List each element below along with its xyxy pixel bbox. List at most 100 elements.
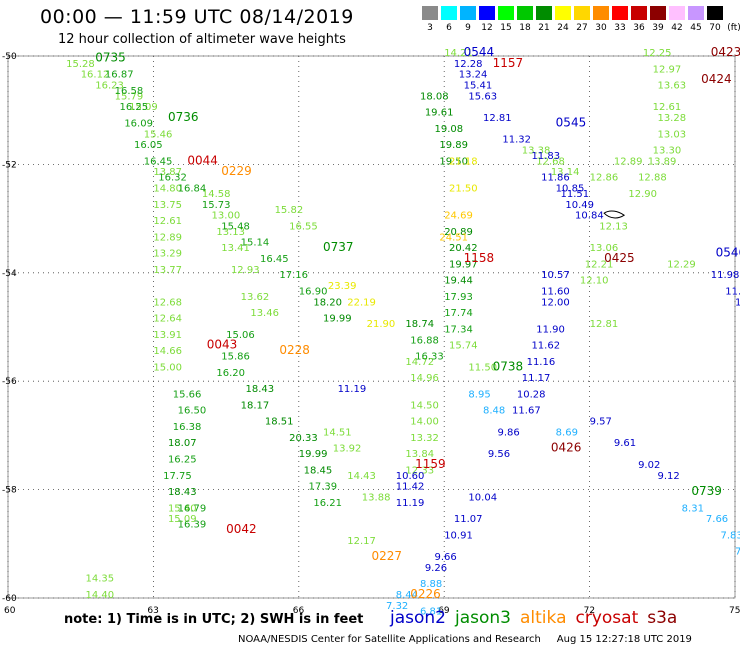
lat-tick-label: -60: [2, 594, 17, 604]
units-note: note: 1) Time is in UTC; 2) SWH is in fe…: [64, 612, 364, 627]
swh-value: 13.84: [405, 449, 434, 460]
swh-value: 13.06: [590, 243, 619, 254]
track-time-label: 0226: [410, 587, 441, 601]
track-time-label: 1157: [493, 56, 524, 70]
scale-swatch: [517, 6, 533, 20]
swh-value: 13.29: [153, 249, 182, 260]
swh-value: 12.21: [585, 259, 614, 270]
swh-value: 13.30: [653, 146, 682, 157]
swh-value: 8.31: [682, 503, 704, 514]
track-time-label: 0738: [493, 359, 524, 373]
track-time-label: 0425: [604, 251, 635, 265]
swh-value: 8.48: [483, 406, 505, 417]
swh-value: 15.09: [168, 514, 197, 525]
legend-jason3: jason3: [455, 608, 511, 628]
swh-value: 15.14: [241, 238, 270, 249]
swh-value: 8.88: [420, 579, 442, 590]
scale-swatch: [612, 6, 628, 20]
swh-value: 11.83: [531, 151, 560, 162]
swh-value: 11.51: [561, 189, 590, 200]
swh-value: 12.97: [653, 64, 682, 75]
swh-value: 15.66: [173, 389, 202, 400]
scale-label: 18: [519, 23, 531, 33]
scale-swatch: [460, 6, 476, 20]
swh-value: 24.51: [439, 232, 468, 243]
swh-value: 12.68: [536, 156, 565, 167]
swh-value: 8.95: [468, 389, 490, 400]
track-time-label: 1159: [415, 457, 446, 471]
swh-value: 18.08: [420, 91, 449, 102]
swh-value: 11.60: [541, 286, 570, 297]
lat-tick-label: -50: [2, 52, 17, 62]
swh-value: 12.00: [541, 297, 570, 308]
scale-label: 15: [500, 23, 512, 33]
swh-value: 13.92: [333, 444, 362, 455]
lon-tick-label: 60: [4, 606, 16, 616]
swh-value: 9.66: [435, 552, 457, 563]
page-subtitle: 12 hour collection of altimeter wave hei…: [58, 32, 346, 47]
swh-value: 22.19: [347, 297, 376, 308]
scale-swatch: [688, 6, 704, 20]
swh-value: 13.41: [221, 243, 250, 254]
swh-value: 18.74: [405, 319, 434, 330]
swh-value: 18.17: [241, 400, 270, 411]
swh-value: 19.50: [439, 156, 468, 167]
swh-value: 16.25: [168, 455, 197, 466]
legend-cryosat: cryosat: [575, 608, 639, 628]
swh-value: 18.20: [313, 297, 342, 308]
swh-value: 23.39: [328, 281, 357, 292]
swh-value: 14.40: [86, 590, 115, 601]
swh-value: 7.66: [706, 514, 728, 525]
track-time-label: 0426: [551, 441, 582, 455]
swh-value: 17.39: [308, 482, 337, 493]
swh-value: 10.60: [396, 471, 425, 482]
lat-tick-label: -58: [2, 486, 17, 496]
swh-value: 13.38: [522, 146, 551, 157]
swh-value: 13.91: [153, 330, 182, 341]
swh-value: 12.61: [653, 102, 682, 113]
swh-value: 10.85: [556, 184, 585, 195]
swh-value: 11.19: [396, 498, 425, 509]
swh-value: 12.81: [590, 319, 619, 330]
swh-value: 10.28: [517, 389, 546, 400]
lat-tick-label: -54: [2, 269, 17, 279]
swh-value: 13.89: [648, 156, 677, 167]
swh-value: 12.90: [628, 189, 657, 200]
swh-value: 16.79: [178, 503, 207, 514]
swh-value: 15.48: [221, 221, 250, 232]
swh-value: 10.91: [444, 530, 473, 541]
swh-value: 16.45: [260, 254, 289, 265]
swh-value: 21.18: [449, 156, 478, 167]
swh-value: 15.73: [202, 200, 231, 211]
swh-value: 19.99: [299, 449, 328, 460]
track-time-label: 0545: [556, 115, 587, 129]
swh-value: 15.00: [153, 362, 182, 373]
swh-value: 15.40: [168, 503, 197, 514]
swh-value: 17.75: [163, 471, 192, 482]
swh-value: 13.13: [216, 227, 245, 238]
scale-label: 3: [427, 23, 433, 33]
track-time-label: 0043: [207, 338, 238, 352]
credit-timestamp: Aug 15 12:27:18 UTC 2019: [556, 634, 692, 645]
track-time-label: 0228: [279, 343, 310, 357]
swh-value: 16.88: [410, 335, 439, 346]
swh-value: 7.32: [386, 601, 408, 612]
swh-value: 16.55: [289, 221, 318, 232]
swh-value: 10.57: [541, 270, 570, 281]
swh-value: 24.69: [444, 211, 473, 222]
swh-value: 12.86: [590, 173, 619, 184]
swh-value: 15.09: [129, 102, 158, 113]
swh-value: 14.43: [347, 471, 376, 482]
swh-value: 10.49: [565, 200, 594, 211]
swh-value: 21.50: [449, 184, 478, 195]
swh-value: 15.28: [66, 59, 95, 70]
track-time-label: 0546: [716, 246, 740, 260]
scale-label: 36: [633, 23, 645, 33]
swh-value: 19.97: [449, 259, 478, 270]
legend-jason2: jason2: [390, 608, 446, 628]
track-time-label: 0229: [221, 164, 252, 178]
page-title: 00:00 — 11:59 UTC 08/14/2019: [40, 6, 354, 28]
swh-value: 19.08: [435, 124, 464, 135]
swh-value: 20.33: [289, 433, 318, 444]
swh-value: 12.33: [405, 465, 434, 476]
